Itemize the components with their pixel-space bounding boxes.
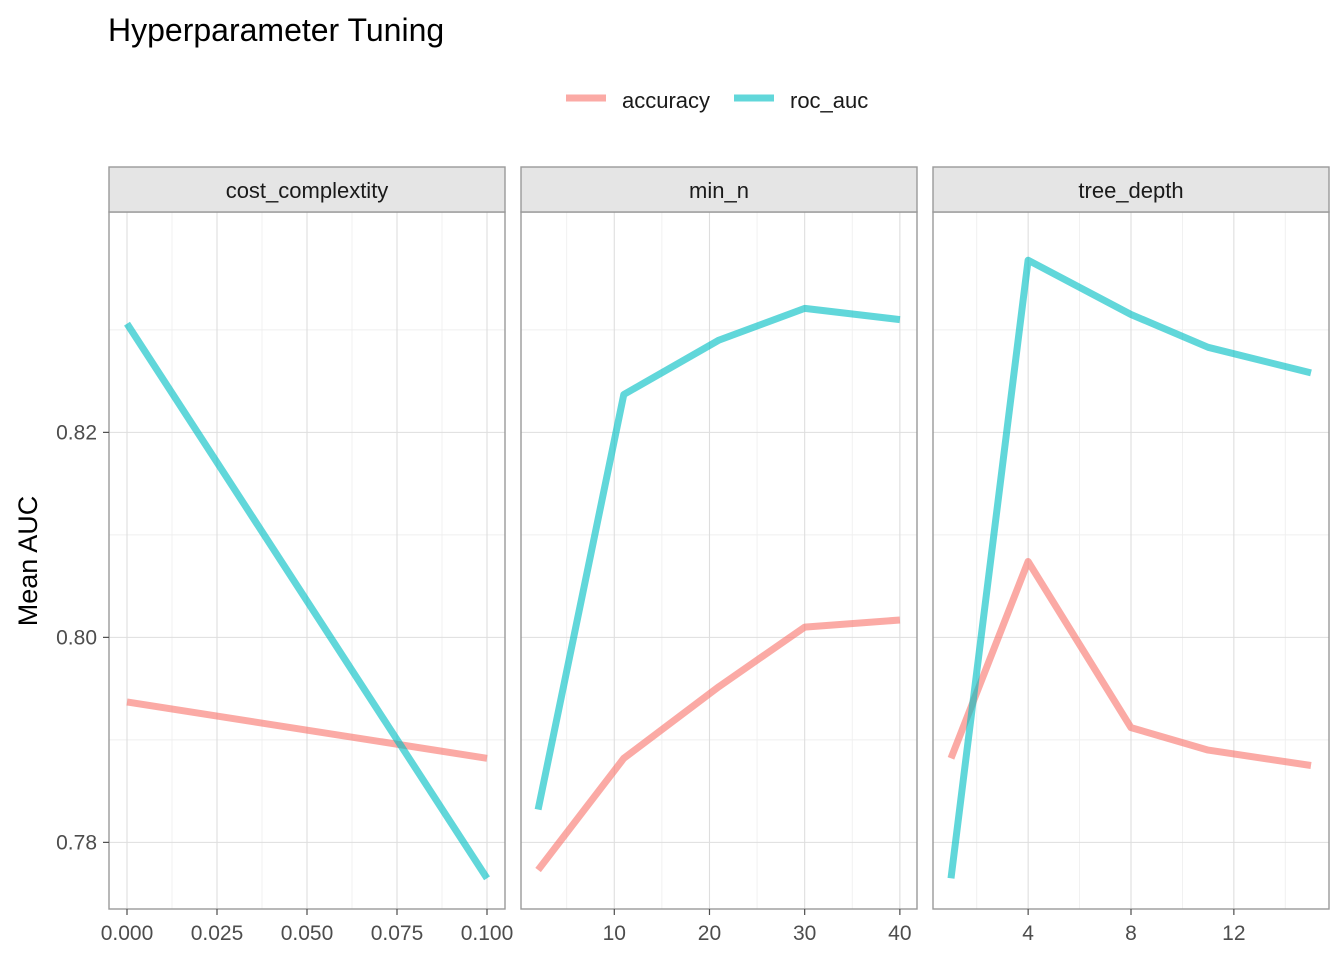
facet-strip-label: cost_complextity (226, 178, 389, 203)
y-tick-label: 0.80 (56, 626, 97, 649)
facet-strip (932, 166, 1330, 213)
x-tick-label: 12 (1222, 922, 1245, 945)
x-tick-label: 0.100 (461, 922, 514, 945)
series-line-roc-auc (947, 256, 1312, 879)
y-tick-label: 0.78 (56, 831, 97, 854)
legend-label-roc-auc: roc_auc (790, 88, 868, 113)
x-tick-label: 4 (1022, 922, 1034, 945)
series-line-roc-auc (534, 304, 901, 811)
facet-strip-label: min_n (689, 178, 749, 203)
facet-strip (108, 166, 506, 213)
facet-strip (520, 166, 918, 213)
series-line-accuracy (126, 698, 488, 762)
facet-panel-tree-depth: tree_depth 4 8 12 (932, 166, 1330, 945)
legend: accuracy roc_auc (566, 88, 868, 113)
x-tick-label: 30 (793, 922, 816, 945)
series-line-roc-auc (124, 321, 490, 881)
x-tick-label: 10 (603, 922, 626, 945)
facet-panel-cost-complextity: cost_complextity 0.000 0.025 0.050 0.075 0.10… (101, 166, 514, 945)
y-tick-label: 0.82 (56, 421, 97, 444)
x-tick-label: 40 (888, 922, 911, 945)
series-line-accuracy (535, 616, 901, 873)
x-tick-label: 0.025 (191, 922, 244, 945)
x-tick-label: 0.050 (281, 922, 334, 945)
facet-panel-min-n: min_n 10 20 30 40 (520, 166, 918, 945)
facet-strip-label: tree_depth (1078, 178, 1183, 203)
y-axis-title: Mean AUC (13, 496, 43, 627)
series-line-accuracy (947, 558, 1312, 769)
y-axis-ticks: 0.78 0.80 0.82 (56, 421, 109, 854)
legend-label-accuracy: accuracy (622, 88, 710, 113)
x-tick-label: 8 (1125, 922, 1137, 945)
x-tick-label: 20 (698, 922, 721, 945)
chart-title: Hyperparameter Tuning (108, 12, 444, 48)
x-tick-label: 0.000 (101, 922, 154, 945)
facet-panels: cost_complextity 0.000 0.025 0.050 0.075 0.10… (101, 166, 1330, 945)
x-tick-label: 0.075 (371, 922, 424, 945)
